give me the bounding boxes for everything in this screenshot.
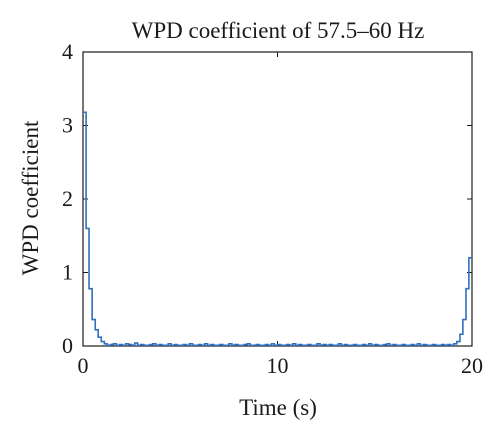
x-tick-label: 0 bbox=[78, 353, 89, 378]
y-tick-label: 0 bbox=[62, 333, 73, 358]
y-tick-label: 2 bbox=[62, 186, 73, 211]
y-tick-label: 1 bbox=[62, 260, 73, 285]
y-tick-label: 4 bbox=[62, 39, 73, 64]
x-tick-label: 10 bbox=[267, 353, 289, 378]
series-line bbox=[83, 111, 472, 347]
chart-title: WPD coefficient of 57.5–60 Hz bbox=[132, 18, 425, 43]
y-tick-label: 3 bbox=[62, 113, 73, 138]
axes-frame bbox=[82, 51, 473, 347]
x-axis-label: Time (s) bbox=[239, 395, 317, 420]
x-tick-label: 20 bbox=[461, 353, 483, 378]
plot-area: 0 10 20 0 1 2 3 4 bbox=[62, 39, 483, 378]
y-axis-label: WPD coefficient bbox=[18, 120, 43, 275]
